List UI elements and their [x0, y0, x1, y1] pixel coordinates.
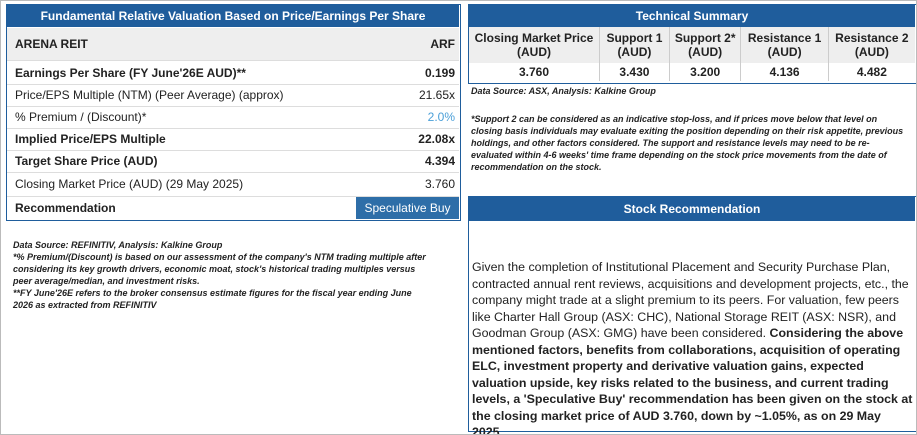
row: Price/EPS Multiple (NTM) (Peer Average) … [7, 84, 459, 107]
company-row: ARENA REIT ARF [7, 28, 459, 61]
tech-table: Closing Market Price (AUD) Support 1 (AU… [469, 27, 915, 81]
tech-source: Data Source: ASX, Analysis: Kalkine Grou… [471, 86, 656, 96]
rec-title: Stock Recommendation [469, 197, 915, 221]
value: 21.65x [418, 88, 455, 102]
value: 22.08x [418, 132, 455, 146]
value: 4.394 [424, 154, 455, 168]
note: **FY June'26E refers to the broker conse… [13, 288, 412, 310]
tech-frame [468, 4, 916, 84]
note: Data Source: REFINITIV, Analysis: Kalkin… [13, 240, 223, 250]
value: 2.0% [427, 110, 455, 124]
tech-note: *Support 2 can be considered as an indic… [471, 114, 904, 172]
recommendation-value: Speculative Buy [356, 197, 459, 219]
label: Closing Market Price (AUD) (29 May 2025) [15, 177, 244, 191]
rec-frame [468, 196, 916, 432]
tech-title: Technical Summary [469, 5, 915, 27]
label: Recommendation [15, 201, 116, 215]
label: Implied Price/EPS Multiple [15, 132, 166, 146]
value: 3.760 [424, 177, 455, 191]
td: 3.760 [469, 63, 600, 81]
row: Earnings Per Share (FY June'26E AUD)** 0.… [7, 62, 459, 85]
row: Recommendation Speculative Buy [7, 197, 459, 219]
company: ARENA REIT [15, 37, 88, 51]
label: Earnings Per Share (FY June'26E AUD)** [15, 66, 246, 80]
label: Target Share Price (AUD) [15, 154, 158, 168]
rec-bold: Considering the above mentioned factors,… [472, 326, 913, 435]
td: 4.136 [740, 63, 829, 81]
row: % Premium / (Discount)* 2.0% [7, 106, 459, 129]
label: Price/EPS Multiple (NTM) (Peer Average) … [15, 88, 284, 102]
tech-header-row: Closing Market Price (AUD) Support 1 (AU… [469, 27, 915, 63]
th: Closing Market Price (AUD) [469, 27, 600, 63]
rec-text: Given the completion of Institutional Pl… [472, 259, 914, 435]
rec-plain: Given the completion of Institutional Pl… [472, 260, 909, 340]
label: % Premium / (Discount)* [15, 110, 147, 124]
value: 0.199 [424, 66, 455, 80]
note: *% Premium/(Discount) is based on our as… [13, 252, 426, 286]
tech-value-row: 3.760 3.430 3.200 4.136 4.482 [469, 63, 915, 81]
left-title: Fundamental Relative Valuation Based on … [7, 5, 459, 27]
td: 3.200 [669, 63, 742, 81]
td: 3.430 [599, 63, 670, 81]
th: Resistance 2 (AUD) [835, 31, 909, 59]
row: Target Share Price (AUD) 4.394 [7, 150, 459, 173]
th: Support 2* (AUD) [669, 27, 742, 63]
row: Implied Price/EPS Multiple 22.08x [7, 128, 459, 151]
td: 4.482 [856, 65, 887, 79]
left-frame [6, 4, 461, 221]
th: Support 1 (AUD) [599, 27, 670, 63]
th: Resistance 1 (AUD) [740, 27, 829, 63]
notes: Data Source: REFINITIV, Analysis: Kalkin… [13, 239, 433, 311]
ticker: ARF [430, 37, 455, 51]
row: Closing Market Price (AUD) (29 May 2025)… [7, 173, 459, 197]
